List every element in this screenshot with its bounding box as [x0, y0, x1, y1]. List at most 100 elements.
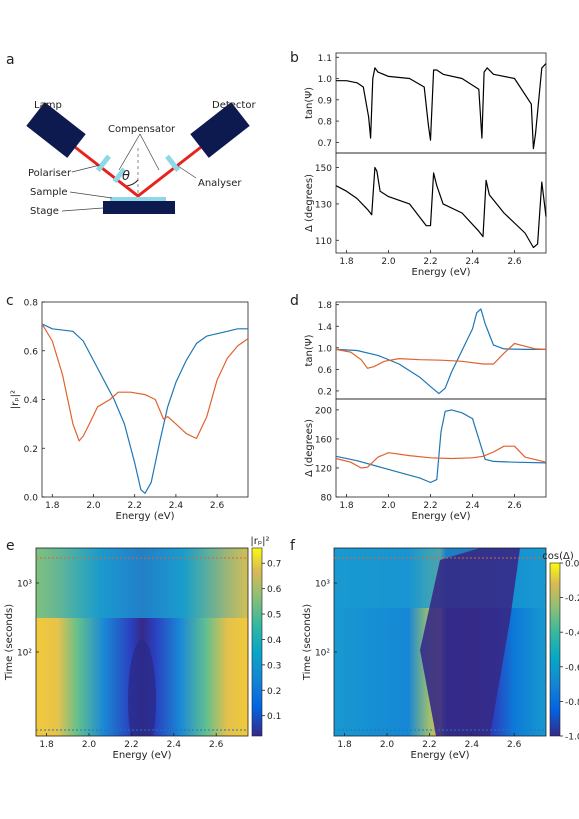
x-tick-label: 1.8 [339, 257, 354, 267]
y-tick-label: 0.4 [24, 396, 39, 406]
colorbar-tick-label: -0.8 [565, 698, 579, 708]
panel-label-f: f [290, 538, 296, 554]
x-tick-label: 1.8 [337, 740, 352, 750]
polariser-optic [95, 154, 111, 172]
colorbar-tick-label: 0.0 [565, 560, 579, 570]
y-tick-label: 110 [315, 237, 332, 247]
series-line-0 [335, 166, 547, 249]
colorbar-f [549, 562, 561, 737]
y-tick-label: 200 [315, 406, 332, 416]
series-line-0 [336, 63, 547, 150]
y-axis-label: tan(Ψ) [304, 334, 315, 366]
panel-label-d: d [290, 293, 299, 309]
plot-frame [335, 301, 547, 400]
detector-label: Detector [212, 100, 256, 111]
x-tick-label: 2.0 [86, 501, 101, 511]
colorbar-tick-label: 0.2 [267, 687, 281, 697]
heatmap-e [35, 547, 263, 737]
y-tick-label: 1.1 [318, 54, 332, 64]
heatmap-e-frame [35, 547, 249, 737]
y-tick-label: 0.2 [318, 387, 332, 397]
colorbar-tick-label: 0.1 [267, 712, 281, 722]
x-tick-label: 2.2 [128, 501, 142, 511]
chart-d-tanpsi: 0.2 0.6 1.0 1.4 1.8 tan(Ψ) [304, 301, 547, 400]
heatmap-e-minimum [128, 640, 156, 736]
x-tick-label: 2.4 [465, 740, 480, 750]
lamp-block [26, 102, 86, 158]
y-axis-label: Time (seconds) [302, 604, 313, 681]
x-tick-label: 2.6 [507, 257, 522, 267]
x-tick-label: 2.0 [381, 257, 396, 267]
analyser-label: Analyser [198, 178, 242, 189]
x-tick-label: 2.6 [507, 740, 522, 750]
compensator-label: Compensator [108, 124, 176, 135]
colorbar-tick-label: -0.6 [565, 663, 579, 673]
polariser-leader [71, 164, 101, 173]
y-tick-label: 1.8 [318, 301, 333, 311]
y-tick-label: 0.6 [318, 366, 333, 376]
axes-f: 1.8 2.0 2.2 2.4 2.6 10² 10³ Energy (eV) Time (se… [302, 551, 579, 761]
stage-leader [61, 207, 104, 212]
chart-d-delta: 80 120 160 200 1.8 2.0 2.2 2.4 2.6 Energy (eV) Δ (… [304, 398, 547, 522]
detector-block [190, 102, 250, 158]
y-tick-label: 1.0 [318, 344, 333, 354]
colorbar-tick-label: 0.4 [267, 636, 282, 646]
colorbar-tick-label: 0.3 [267, 661, 281, 671]
colorbar-tick-label: 0.7 [267, 560, 281, 570]
y-tick-label: 0.8 [318, 118, 333, 128]
y-axis-label: Δ (degrees) [304, 174, 315, 232]
colorbar-tick-label: -0.2 [565, 594, 579, 604]
colorbar-tick-label: 0.6 [267, 585, 282, 595]
x-tick-label: 2.6 [209, 740, 224, 750]
y-tick-label: 0.7 [318, 139, 332, 149]
y-tick-label: 10³ [315, 580, 330, 590]
stage-label: Stage [30, 206, 59, 217]
sample-label: Sample [30, 187, 68, 198]
y-tick-label: 150 [315, 164, 332, 174]
x-axis-label: Energy (eV) [116, 511, 175, 522]
colorbar-label: cos(Δ) [542, 551, 574, 562]
light-beam [61, 135, 215, 198]
colorbar-tick-label: -1.0 [565, 733, 579, 743]
x-tick-label: 2.0 [381, 501, 396, 511]
panel-label-b: b [290, 50, 299, 66]
x-tick-label: 1.8 [339, 501, 354, 511]
sample-layer [110, 197, 166, 201]
colorbar-label: |rₚ|² [250, 536, 269, 547]
y-axis-label: tan(Ψ) [304, 87, 315, 119]
y-tick-label: 1.4 [318, 323, 333, 333]
series-line-1 [41, 323, 249, 442]
x-tick-label: 2.6 [210, 501, 225, 511]
y-axis-label: Time (seconds) [4, 604, 15, 681]
colorbar-e [251, 547, 263, 737]
series-line-1 [335, 342, 547, 369]
y-tick-label: 0.2 [24, 445, 38, 455]
y-axis-label: |rₚ|² [10, 390, 21, 409]
analyser-leader [177, 165, 197, 179]
plot-frame [335, 52, 547, 154]
plot-frame [335, 152, 547, 254]
y-tick-label: 0.8 [24, 299, 39, 309]
x-tick-label: 2.0 [82, 740, 97, 750]
y-tick-label: 10² [17, 649, 32, 659]
y-tick-label: 0.6 [24, 347, 39, 357]
x-tick-label: 2.2 [423, 501, 437, 511]
polariser-label: Polariser [28, 168, 72, 179]
x-tick-label: 2.2 [423, 257, 437, 267]
panel-label-a: a [6, 52, 15, 68]
chart-b-tanpsi: 0.7 0.8 0.9 1.0 1.1 tan(Ψ) [304, 52, 547, 154]
series-line-1 [335, 445, 547, 469]
x-axis-label: Energy (eV) [411, 750, 470, 761]
analyser-optic [165, 154, 181, 172]
series-line-0 [41, 323, 248, 494]
panel-label-e: e [6, 538, 15, 554]
y-tick-label: 10³ [17, 580, 32, 590]
colorbar-tick-label: -0.4 [565, 629, 579, 639]
y-tick-label: 120 [315, 464, 332, 474]
y-tick-label: 0.9 [318, 96, 333, 106]
x-tick-label: 2.4 [465, 501, 480, 511]
panel-label-c: c [6, 293, 14, 309]
heatmap-f-frame [333, 547, 547, 737]
x-tick-label: 2.4 [169, 501, 184, 511]
y-tick-label: 130 [315, 200, 332, 210]
